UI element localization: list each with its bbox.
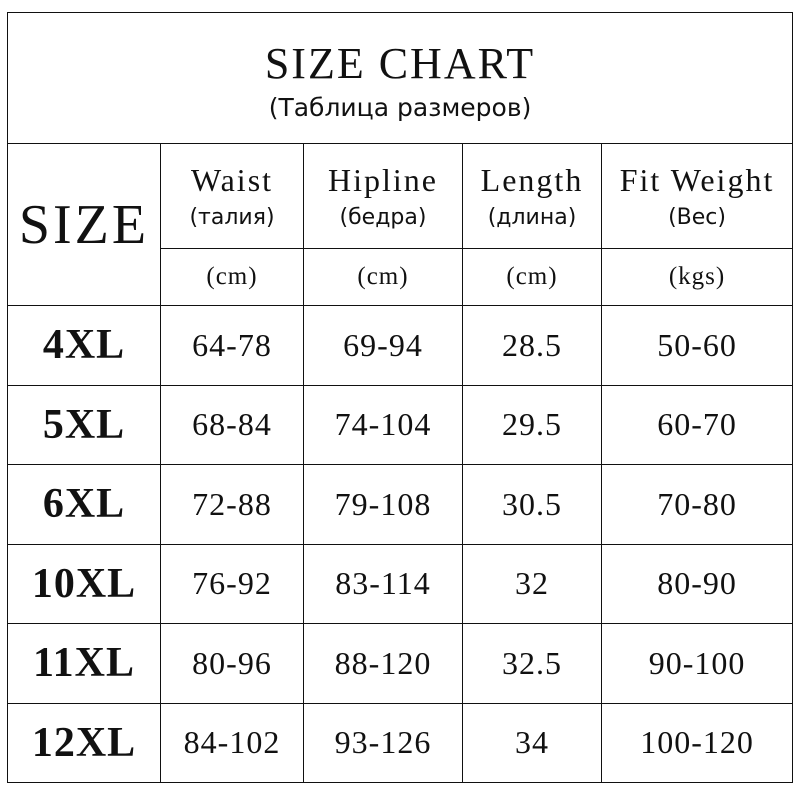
- value-cell: 93-126: [303, 702, 463, 783]
- size-cell: 10XL: [7, 543, 161, 624]
- value-cell: 28.5: [462, 305, 602, 386]
- value-cell: 88-120: [303, 623, 463, 704]
- value-cell: 29.5: [462, 384, 602, 465]
- size-cell: 6XL: [7, 464, 161, 545]
- size-chart-table: SIZE CHART (Таблица размеров) SIZE Waist…: [6, 12, 794, 783]
- value-cell: 79-108: [303, 464, 463, 545]
- value-cell: 80-96: [160, 623, 304, 704]
- column-header-ru: (Вес): [668, 205, 726, 230]
- value-cell: 84-102: [160, 702, 304, 783]
- column-header: Fit Weight (Вес): [600, 143, 794, 249]
- value-cell: 100-120: [600, 702, 794, 783]
- column-header-ru: (талия): [189, 205, 275, 230]
- value-cell: 72-88: [160, 464, 304, 545]
- unit-row: (cm) (cm) (cm) (kgs): [8, 248, 794, 306]
- column-header: Length (длина): [462, 143, 602, 249]
- value-cell: 64-78: [160, 305, 304, 386]
- value-cell: 70-80: [600, 464, 794, 545]
- title-cell: SIZE CHART (Таблица размеров): [6, 12, 794, 144]
- table-row: 11XL 80-96 88-120 32.5 90-100: [7, 623, 794, 704]
- unit-cell: (cm): [462, 248, 602, 306]
- column-header-en: Waist: [190, 162, 274, 198]
- column-header: Hipline (бедра): [303, 143, 463, 249]
- value-cell: 32.5: [462, 623, 602, 704]
- header-row: SIZE Waist (талия) Hipline (бедра) Length (…: [7, 143, 794, 306]
- value-cell: 80-90: [600, 543, 794, 624]
- column-header-ru: (бедра): [339, 205, 427, 230]
- unit-cell: (cm): [303, 248, 463, 306]
- column-header-ru: (длина): [487, 205, 577, 230]
- size-header: SIZE: [7, 143, 161, 306]
- value-cell: 30.5: [462, 464, 602, 545]
- value-cell: 60-70: [600, 384, 794, 465]
- table-row: 4XL 64-78 69-94 28.5 50-60: [7, 305, 794, 386]
- table-row: 6XL 72-88 79-108 30.5 70-80: [7, 464, 794, 545]
- title-row: SIZE CHART (Таблица размеров): [6, 12, 794, 144]
- column-header-en: Hipline: [328, 162, 438, 198]
- unit-cell: (cm): [160, 248, 304, 306]
- value-cell: 32: [462, 543, 602, 624]
- table-row: 5XL 68-84 74-104 29.5 60-70: [7, 384, 794, 465]
- value-cell: 90-100: [600, 623, 794, 704]
- value-cell: 76-92: [160, 543, 304, 624]
- value-cell: 50-60: [600, 305, 794, 386]
- unit-cell: (kgs): [600, 248, 794, 306]
- size-cell: 5XL: [7, 384, 161, 465]
- value-cell: 68-84: [160, 384, 304, 465]
- table-row: 12XL 84-102 93-126 34 100-120: [7, 702, 794, 783]
- size-cell: 11XL: [7, 623, 161, 704]
- chart-title: SIZE CHART: [264, 38, 536, 88]
- value-cell: 34: [462, 702, 602, 783]
- value-cell: 69-94: [303, 305, 463, 386]
- column-header-en: Fit Weight: [619, 162, 775, 198]
- value-cell: 83-114: [303, 543, 463, 624]
- value-cell: 74-104: [303, 384, 463, 465]
- column-header-en: Length: [480, 162, 584, 198]
- chart-subtitle: (Таблица размеров): [268, 92, 532, 122]
- column-header: Waist (талия): [160, 143, 304, 249]
- table-row: 10XL 76-92 83-114 32 80-90: [7, 543, 794, 624]
- size-cell: 4XL: [7, 305, 161, 386]
- size-cell: 12XL: [7, 702, 161, 783]
